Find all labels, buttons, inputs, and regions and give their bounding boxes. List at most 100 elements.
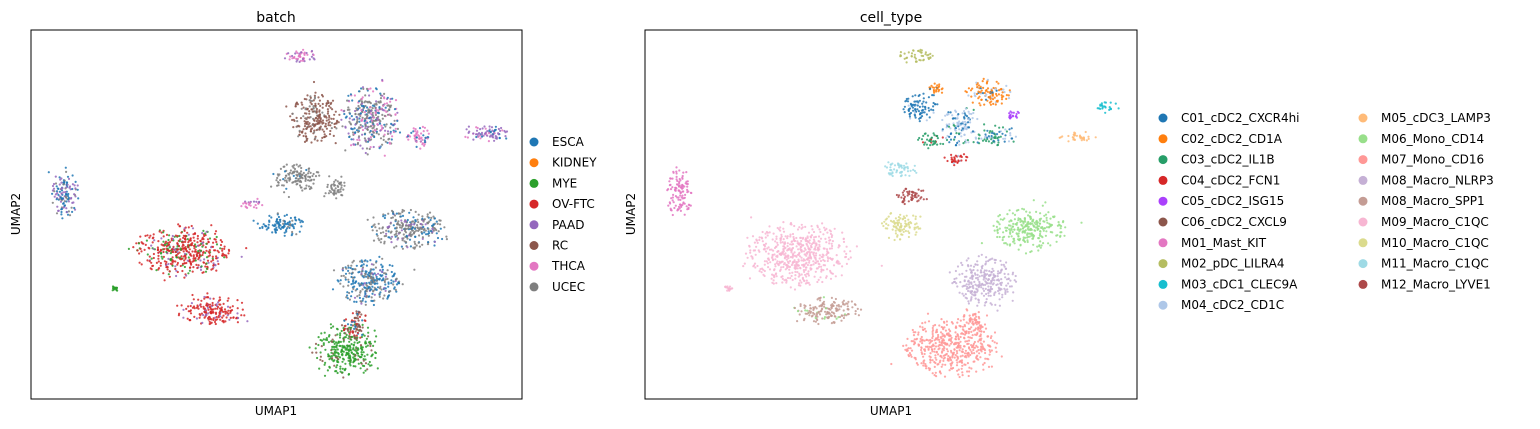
- point: [992, 102, 995, 105]
- point: [794, 270, 797, 273]
- point: [243, 201, 247, 204]
- point: [325, 127, 328, 130]
- point: [198, 256, 201, 259]
- point: [354, 365, 357, 368]
- point: [320, 345, 323, 348]
- point: [369, 273, 372, 276]
- point: [337, 280, 340, 283]
- point: [156, 246, 159, 249]
- point: [178, 234, 181, 238]
- point: [192, 298, 195, 301]
- point: [342, 188, 345, 191]
- point: [301, 189, 304, 192]
- point: [967, 110, 970, 113]
- point: [279, 227, 282, 231]
- point: [182, 234, 185, 237]
- point: [1082, 137, 1085, 140]
- point: [996, 229, 999, 232]
- point: [357, 282, 360, 285]
- point: [196, 244, 199, 247]
- point: [219, 239, 222, 242]
- point: [150, 257, 153, 260]
- point: [168, 234, 171, 237]
- point: [1012, 237, 1015, 240]
- point: [933, 91, 936, 94]
- point: [917, 138, 920, 141]
- point: [1032, 243, 1035, 246]
- point: [902, 228, 906, 231]
- point: [203, 297, 206, 300]
- point: [965, 259, 968, 262]
- point: [54, 182, 58, 185]
- point: [439, 227, 442, 230]
- legend-label-kidney: KIDNEY: [552, 156, 597, 170]
- point: [384, 278, 387, 281]
- point: [991, 267, 994, 270]
- point: [342, 350, 345, 353]
- point: [800, 239, 803, 243]
- point: [384, 283, 387, 286]
- point: [144, 243, 147, 246]
- point: [823, 247, 826, 250]
- point: [267, 223, 270, 226]
- point: [302, 171, 305, 175]
- point: [148, 247, 151, 250]
- point: [304, 135, 308, 138]
- point: [344, 354, 348, 357]
- point: [137, 242, 141, 245]
- point: [1117, 107, 1120, 110]
- point: [211, 310, 214, 313]
- point: [1044, 213, 1048, 216]
- point: [395, 278, 398, 281]
- point: [206, 292, 209, 295]
- point: [322, 121, 325, 124]
- point: [945, 138, 949, 142]
- point: [1024, 229, 1027, 232]
- point: [197, 258, 200, 261]
- point: [191, 306, 194, 309]
- point: [349, 359, 352, 362]
- point: [933, 82, 936, 85]
- point: [347, 356, 350, 359]
- point: [376, 367, 379, 370]
- point: [344, 125, 347, 128]
- point: [1014, 280, 1018, 283]
- point: [360, 329, 363, 333]
- point: [219, 298, 222, 301]
- point: [954, 269, 958, 273]
- point: [996, 272, 1000, 275]
- point: [998, 126, 1001, 129]
- legend-label-ov-ftc: OV-FTC: [552, 197, 595, 211]
- point: [953, 164, 956, 167]
- point: [915, 60, 918, 63]
- point: [996, 275, 999, 278]
- point: [818, 243, 821, 246]
- point: [366, 114, 369, 117]
- point: [417, 229, 420, 232]
- point: [417, 241, 420, 244]
- point: [354, 327, 358, 330]
- point: [985, 269, 988, 272]
- point: [368, 295, 371, 298]
- point: [414, 242, 417, 245]
- point: [1010, 137, 1013, 140]
- point: [152, 256, 155, 260]
- point: [891, 228, 894, 231]
- point: [157, 268, 160, 271]
- point: [352, 259, 355, 262]
- point: [308, 187, 311, 191]
- point: [347, 278, 350, 281]
- point: [847, 300, 850, 303]
- point: [892, 220, 896, 223]
- point: [336, 348, 339, 351]
- point: [416, 218, 419, 221]
- point: [913, 169, 917, 173]
- point: [675, 166, 678, 169]
- point: [395, 290, 398, 293]
- point: [685, 180, 688, 183]
- point: [807, 270, 810, 273]
- point: [1061, 135, 1064, 138]
- point: [954, 154, 958, 157]
- point: [911, 106, 915, 109]
- point: [1021, 220, 1024, 223]
